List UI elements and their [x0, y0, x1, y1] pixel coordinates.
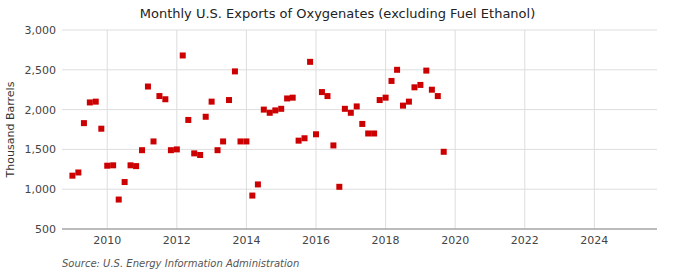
y-tick-label: 3,000: [25, 24, 57, 37]
y-axis-label: Thousand Barrels: [4, 81, 17, 178]
y-tick-label: 2,000: [25, 104, 57, 117]
point: [133, 163, 139, 169]
point: [324, 93, 330, 99]
point: [226, 97, 232, 103]
point: [116, 197, 122, 203]
y-grid-line: [62, 30, 657, 31]
point: [348, 110, 354, 116]
point: [191, 150, 197, 156]
x-grid-line: [524, 30, 525, 229]
x-tick-label: 2014: [232, 234, 260, 247]
x-grid-line: [176, 30, 177, 229]
point: [185, 117, 191, 123]
point: [174, 146, 180, 152]
point: [267, 110, 273, 116]
point: [441, 149, 447, 155]
point: [197, 152, 203, 158]
point: [302, 135, 308, 141]
point: [354, 103, 360, 109]
title: Monthly U.S. Exports of Oxygenates (excl…: [140, 6, 535, 21]
y-tick-label: 1,000: [25, 183, 57, 196]
source-annotation: Source: U.S. Energy Information Administ…: [62, 258, 299, 269]
point: [122, 179, 128, 185]
point: [220, 138, 226, 144]
point: [215, 147, 221, 153]
point: [377, 97, 383, 103]
point: [69, 173, 75, 179]
point: [104, 163, 110, 169]
grid: [62, 30, 657, 229]
point: [435, 93, 441, 99]
point: [203, 114, 209, 120]
point: [342, 106, 348, 112]
x-grid-line: [385, 30, 386, 229]
x-tick-label: 2022: [511, 234, 539, 247]
point: [249, 193, 255, 199]
x-tick-label: 2016: [302, 234, 330, 247]
point: [272, 107, 278, 113]
point: [400, 103, 406, 109]
x-grid-line: [246, 30, 247, 229]
x-grid-line: [107, 30, 108, 229]
point: [359, 121, 365, 127]
x-tick-label: 2020: [441, 234, 469, 247]
point: [290, 95, 296, 101]
point: [319, 89, 325, 95]
y-tick-label: 1,500: [25, 143, 57, 156]
y-grid-line: [62, 69, 657, 70]
y-tick-label: 2,500: [25, 64, 57, 77]
y-tick-label: 500: [35, 223, 56, 236]
point: [98, 126, 104, 132]
point: [423, 68, 429, 74]
point: [406, 99, 412, 105]
x-grid-line: [455, 30, 456, 229]
point: [336, 184, 342, 190]
point: [307, 59, 313, 65]
point: [180, 52, 186, 58]
point: [139, 147, 145, 153]
point: [151, 138, 157, 144]
y-grid-line: [62, 229, 657, 230]
point: [75, 169, 81, 175]
point: [87, 99, 93, 105]
point: [238, 138, 244, 144]
point: [429, 87, 435, 93]
x-grid-line: [316, 30, 317, 229]
x-axis-line: [62, 229, 657, 230]
point: [255, 181, 261, 187]
x-tick-label: 2024: [580, 234, 608, 247]
point: [145, 84, 151, 90]
point: [243, 138, 249, 144]
point: [278, 106, 284, 112]
point: [168, 147, 174, 153]
point: [313, 131, 319, 137]
points: [69, 52, 446, 202]
point: [389, 78, 395, 84]
point: [209, 99, 215, 105]
point: [156, 93, 162, 99]
point: [128, 162, 134, 168]
point: [162, 96, 168, 102]
chart: Monthly U.S. Exports of Oxygenates (excl…: [0, 0, 675, 275]
y-grid-line: [62, 149, 657, 150]
x-tick-label: 2012: [163, 234, 191, 247]
point: [81, 120, 87, 126]
x-tick-label: 2010: [93, 234, 121, 247]
point: [110, 162, 116, 168]
point: [411, 84, 417, 90]
y-grid-line: [62, 189, 657, 190]
point: [383, 95, 389, 101]
point: [330, 142, 336, 148]
point: [296, 138, 302, 144]
point: [371, 130, 377, 136]
x-tick-label: 2018: [372, 234, 400, 247]
x-grid-line: [594, 30, 595, 229]
point: [261, 107, 267, 113]
point: [394, 67, 400, 73]
point: [232, 68, 238, 74]
point: [284, 95, 290, 101]
point: [365, 130, 371, 136]
point: [417, 82, 423, 88]
point: [93, 99, 99, 105]
